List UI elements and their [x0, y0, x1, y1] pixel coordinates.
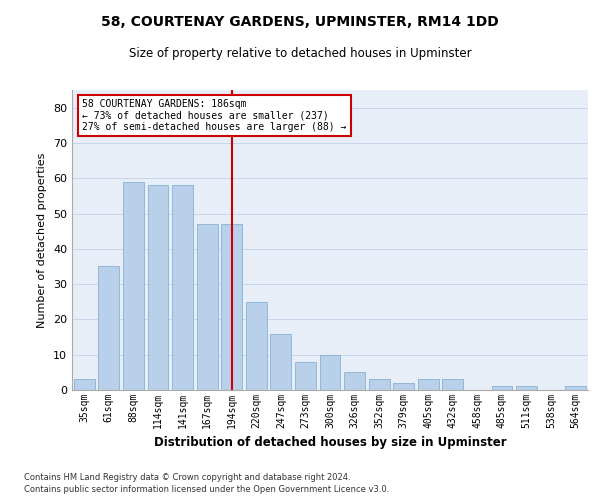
Bar — [491, 386, 512, 390]
Bar — [320, 354, 340, 390]
Bar — [271, 334, 292, 390]
Bar — [172, 186, 193, 390]
Bar — [442, 380, 463, 390]
Bar — [344, 372, 365, 390]
X-axis label: Distribution of detached houses by size in Upminster: Distribution of detached houses by size … — [154, 436, 506, 450]
Bar — [197, 224, 218, 390]
Text: Size of property relative to detached houses in Upminster: Size of property relative to detached ho… — [128, 48, 472, 60]
Text: Contains HM Land Registry data © Crown copyright and database right 2024.: Contains HM Land Registry data © Crown c… — [24, 473, 350, 482]
Y-axis label: Number of detached properties: Number of detached properties — [37, 152, 47, 328]
Bar — [221, 224, 242, 390]
Text: 58 COURTENAY GARDENS: 186sqm
← 73% of detached houses are smaller (237)
27% of s: 58 COURTENAY GARDENS: 186sqm ← 73% of de… — [82, 99, 347, 132]
Text: 58, COURTENAY GARDENS, UPMINSTER, RM14 1DD: 58, COURTENAY GARDENS, UPMINSTER, RM14 1… — [101, 15, 499, 29]
Bar — [74, 380, 95, 390]
Bar — [246, 302, 267, 390]
Bar — [565, 386, 586, 390]
Bar — [148, 186, 169, 390]
Bar — [98, 266, 119, 390]
Bar — [418, 380, 439, 390]
Bar — [368, 380, 389, 390]
Bar — [123, 182, 144, 390]
Bar — [516, 386, 537, 390]
Text: Contains public sector information licensed under the Open Government Licence v3: Contains public sector information licen… — [24, 486, 389, 494]
Bar — [295, 362, 316, 390]
Bar — [393, 383, 414, 390]
